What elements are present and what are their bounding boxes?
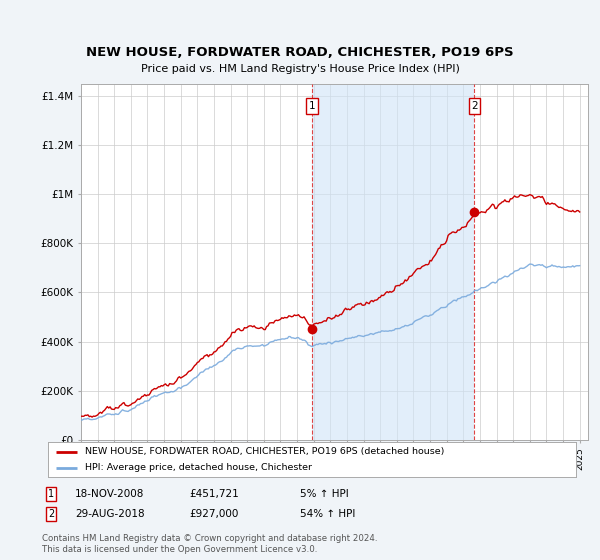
Text: £451,721: £451,721 — [189, 489, 239, 499]
Text: 1: 1 — [48, 489, 54, 499]
Bar — [312, 84, 475, 440]
Text: 5% ↑ HPI: 5% ↑ HPI — [300, 489, 349, 499]
Text: 18-NOV-2008: 18-NOV-2008 — [75, 489, 145, 499]
Text: This data is licensed under the Open Government Licence v3.0.: This data is licensed under the Open Gov… — [42, 545, 317, 554]
Text: 54% ↑ HPI: 54% ↑ HPI — [300, 509, 355, 519]
Text: Price paid vs. HM Land Registry's House Price Index (HPI): Price paid vs. HM Land Registry's House … — [140, 64, 460, 74]
Text: NEW HOUSE, FORDWATER ROAD, CHICHESTER, PO19 6PS (detached house): NEW HOUSE, FORDWATER ROAD, CHICHESTER, P… — [85, 447, 445, 456]
Text: £927,000: £927,000 — [189, 509, 238, 519]
Text: 2: 2 — [48, 509, 54, 519]
Text: NEW HOUSE, FORDWATER ROAD, CHICHESTER, PO19 6PS: NEW HOUSE, FORDWATER ROAD, CHICHESTER, P… — [86, 46, 514, 59]
Text: 1: 1 — [309, 101, 316, 111]
Text: Contains HM Land Registry data © Crown copyright and database right 2024.: Contains HM Land Registry data © Crown c… — [42, 534, 377, 543]
Text: HPI: Average price, detached house, Chichester: HPI: Average price, detached house, Chic… — [85, 463, 312, 472]
Text: 2: 2 — [471, 101, 478, 111]
Text: 29-AUG-2018: 29-AUG-2018 — [75, 509, 145, 519]
